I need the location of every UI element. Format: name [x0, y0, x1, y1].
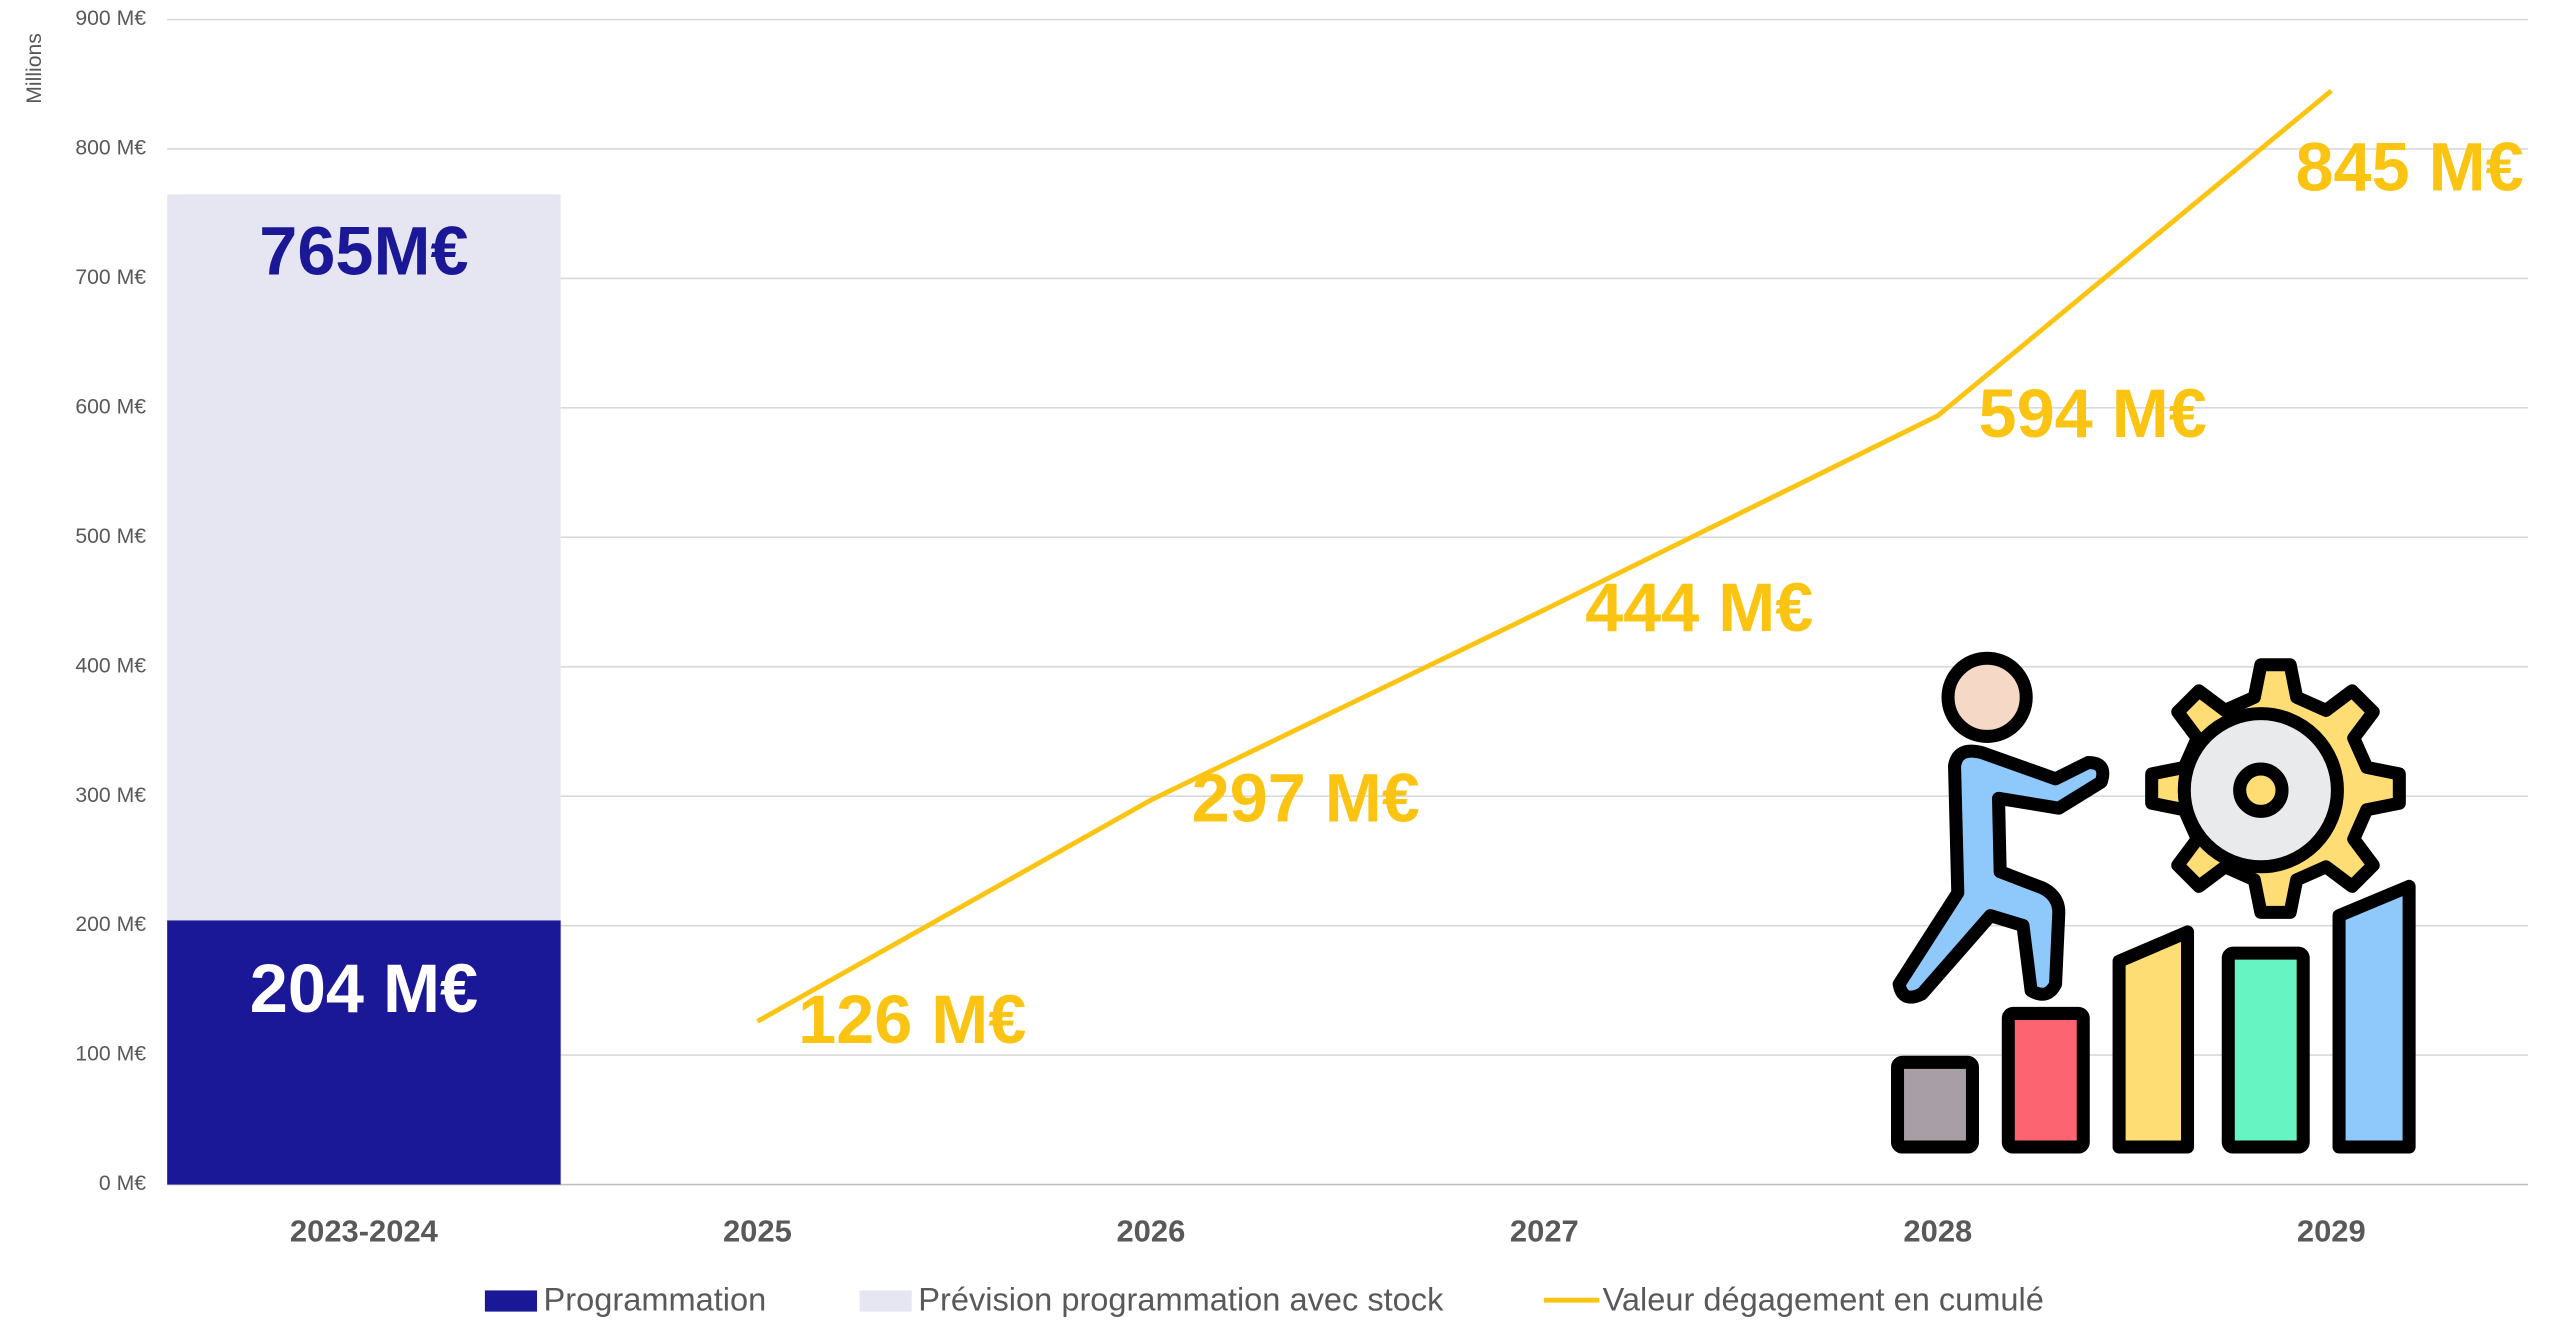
legend-label: Prévision programmation avec stock — [918, 1281, 1444, 1317]
labels: 765M€ 204 M€ 126 M€ 297 M€ 444 M€ 594 M€ 845 M… — [250, 128, 2524, 1057]
x-tick-label: 2025 — [723, 1214, 792, 1249]
y-tick-label: 500 M€ — [75, 525, 146, 548]
x-tick-label: 2028 — [1903, 1214, 1972, 1249]
bar — [167, 920, 561, 1185]
bars — [167, 194, 561, 1185]
lines — [756, 88, 2333, 1024]
y-tick-label: 800 M€ — [75, 137, 146, 160]
y-tick-label: 900 M€ — [75, 7, 146, 30]
growth-illustration — [1890, 651, 2416, 1154]
value-label: 444 M€ — [1585, 569, 1813, 646]
value-label: 594 M€ — [1979, 375, 2207, 452]
legend-swatch — [859, 1290, 912, 1312]
y-tick-label: 700 M€ — [75, 266, 146, 289]
y-tick-label: 300 M€ — [75, 784, 146, 807]
x-tick-label: 2026 — [1116, 1214, 1185, 1249]
x-tick-label: 2027 — [1510, 1214, 1579, 1249]
value-label: 845 M€ — [2295, 128, 2523, 205]
y-tick-label: 400 M€ — [75, 654, 146, 677]
legend-label: Programmation — [544, 1281, 767, 1317]
value-label: 297 M€ — [1192, 759, 1420, 836]
y-tick-label: 600 M€ — [75, 395, 146, 418]
value-label: 204 M€ — [250, 950, 478, 1027]
value-label: 765M€ — [259, 212, 468, 289]
x-tick-label: 2023-2024 — [290, 1214, 439, 1249]
y-tick-label: 100 M€ — [75, 1043, 146, 1066]
y-tick-label: 200 M€ — [75, 913, 146, 936]
legend: Programmation Prévision programmation ave… — [484, 1281, 2044, 1317]
y-tick-label: 0 M€ — [99, 1172, 146, 1195]
legend-label: Valeur dégagement en cumulé — [1603, 1281, 2044, 1317]
line — [756, 88, 2333, 1024]
x-tick-label: 2029 — [2297, 1214, 2366, 1249]
legend-swatch — [484, 1290, 538, 1312]
y-axis-title: Millions — [23, 33, 46, 104]
value-label: 126 M€ — [798, 981, 1026, 1058]
